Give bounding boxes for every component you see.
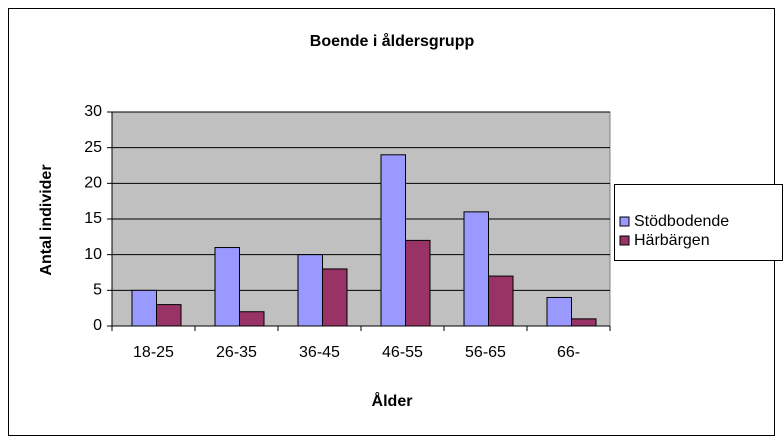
bar [546, 296, 572, 327]
bar [488, 275, 514, 327]
y-tick-label: 20 [84, 175, 102, 192]
x-tick-label: 46-55 [382, 344, 423, 361]
y-tick-label: 5 [93, 282, 102, 299]
legend-label: Härbärgen [634, 232, 710, 249]
bar [297, 254, 323, 327]
bar [214, 247, 240, 327]
legend-swatch [619, 235, 630, 246]
x-tick-label: 18-25 [133, 344, 174, 361]
x-tick-label: 36-45 [299, 344, 340, 361]
bar [571, 318, 597, 327]
bar [239, 311, 265, 327]
y-tick-label: 15 [84, 210, 102, 227]
y-tick-label: 25 [84, 139, 102, 156]
x-tick-label: 26-35 [216, 344, 257, 361]
legend-label: Stödbodende [634, 213, 729, 230]
x-tick-label: 66- [557, 344, 580, 361]
bar [131, 289, 157, 327]
y-tick-label: 0 [93, 317, 102, 334]
bar [463, 211, 489, 327]
legend-swatch [619, 216, 630, 227]
x-axis-label: Ålder [372, 391, 413, 410]
x-tick-label: 56-65 [465, 344, 506, 361]
bar [380, 154, 406, 327]
chart-title: Boende i åldersgrupp [310, 32, 475, 50]
y-tick-label: 10 [84, 246, 102, 263]
bar [322, 268, 348, 327]
y-tick-label: 30 [84, 103, 102, 120]
legend-box [614, 184, 783, 261]
bar [156, 304, 182, 327]
y-axis-label: Antal individer [38, 164, 55, 275]
bar [405, 239, 431, 327]
